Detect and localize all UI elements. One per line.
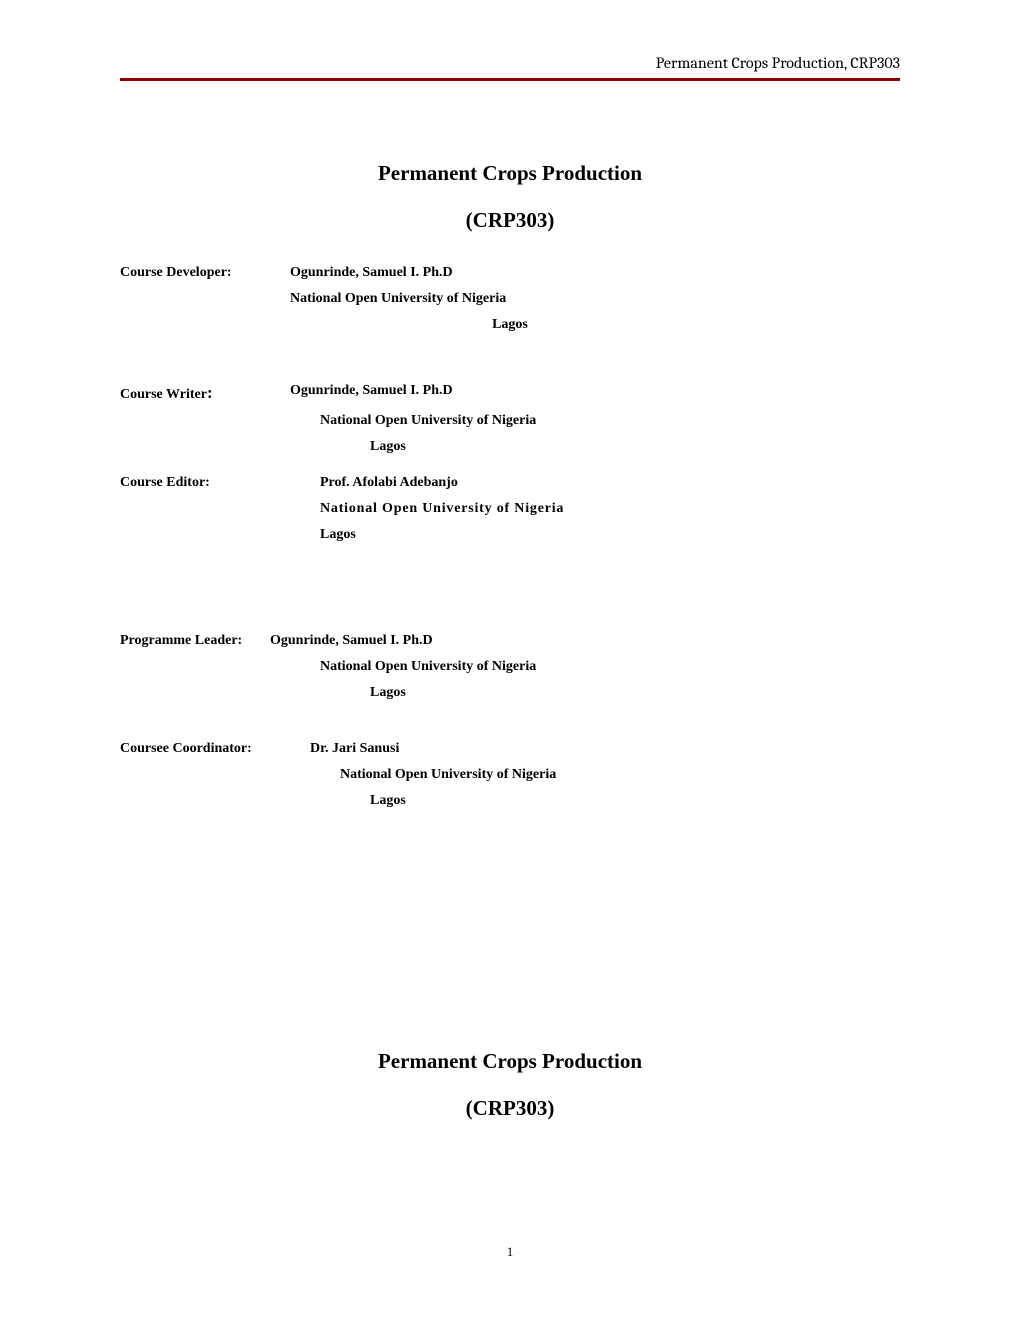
editor-city: Lagos [120, 527, 900, 543]
writer-name: Ogunrinde, Samuel I. Ph.D [290, 383, 900, 403]
writer-block: Course Writer: Ogunrinde, Samuel I. Ph.D… [120, 383, 900, 455]
header-rule [120, 78, 900, 81]
page-number: 1 [0, 1244, 1020, 1260]
course-code-repeat: (CRP303) [120, 1096, 900, 1121]
developer-institution: National Open University of Nigeria [120, 291, 900, 307]
writer-city: Lagos [120, 439, 900, 455]
coordinator-name: Dr. Jari Sanusi [310, 741, 900, 757]
coordinator-block: Coursee Coordinator: Dr. Jari Sanusi Nat… [120, 741, 900, 809]
developer-block: Course Developer: Ogunrinde, Samuel I. P… [120, 265, 900, 333]
programme-leader-block: Programme Leader: Ogunrinde, Samuel I. P… [120, 633, 900, 701]
course-title: Permanent Crops Production [120, 161, 900, 186]
course-code: (CRP303) [120, 208, 900, 233]
programme-leader-role: Programme Leader: [120, 633, 270, 649]
coordinator-city: Lagos [120, 793, 900, 809]
programme-leader-institution: National Open University of Nigeria [120, 659, 900, 675]
writer-role: Course Writer: [120, 383, 290, 403]
programme-leader-city: Lagos [120, 685, 900, 701]
running-header: Permanent Crops Production, CRP303 [120, 54, 900, 78]
second-title-block: Permanent Crops Production (CRP303) [120, 1049, 900, 1121]
editor-name: Prof. Afolabi Adebanjo [290, 475, 900, 491]
editor-role: Course Editor: [120, 475, 290, 491]
writer-role-text: Course Writer [120, 387, 207, 402]
coordinator-institution: National Open University of Nigeria [120, 767, 900, 783]
writer-institution: National Open University of Nigeria [120, 413, 900, 429]
page-container: Permanent Crops Production, CRP303 Perma… [0, 0, 1020, 1121]
writer-role-colon: : [207, 383, 213, 402]
programme-leader-name: Ogunrinde, Samuel I. Ph.D [270, 633, 900, 649]
developer-name: Ogunrinde, Samuel I. Ph.D [290, 265, 900, 281]
course-title-repeat: Permanent Crops Production [120, 1049, 900, 1074]
editor-institution: National Open University of Nigeria [120, 501, 900, 517]
developer-city: Lagos [120, 317, 900, 333]
coordinator-role: Coursee Coordinator: [120, 741, 310, 757]
editor-block: Course Editor: Prof. Afolabi Adebanjo Na… [120, 475, 900, 543]
developer-role: Course Developer: [120, 265, 290, 281]
